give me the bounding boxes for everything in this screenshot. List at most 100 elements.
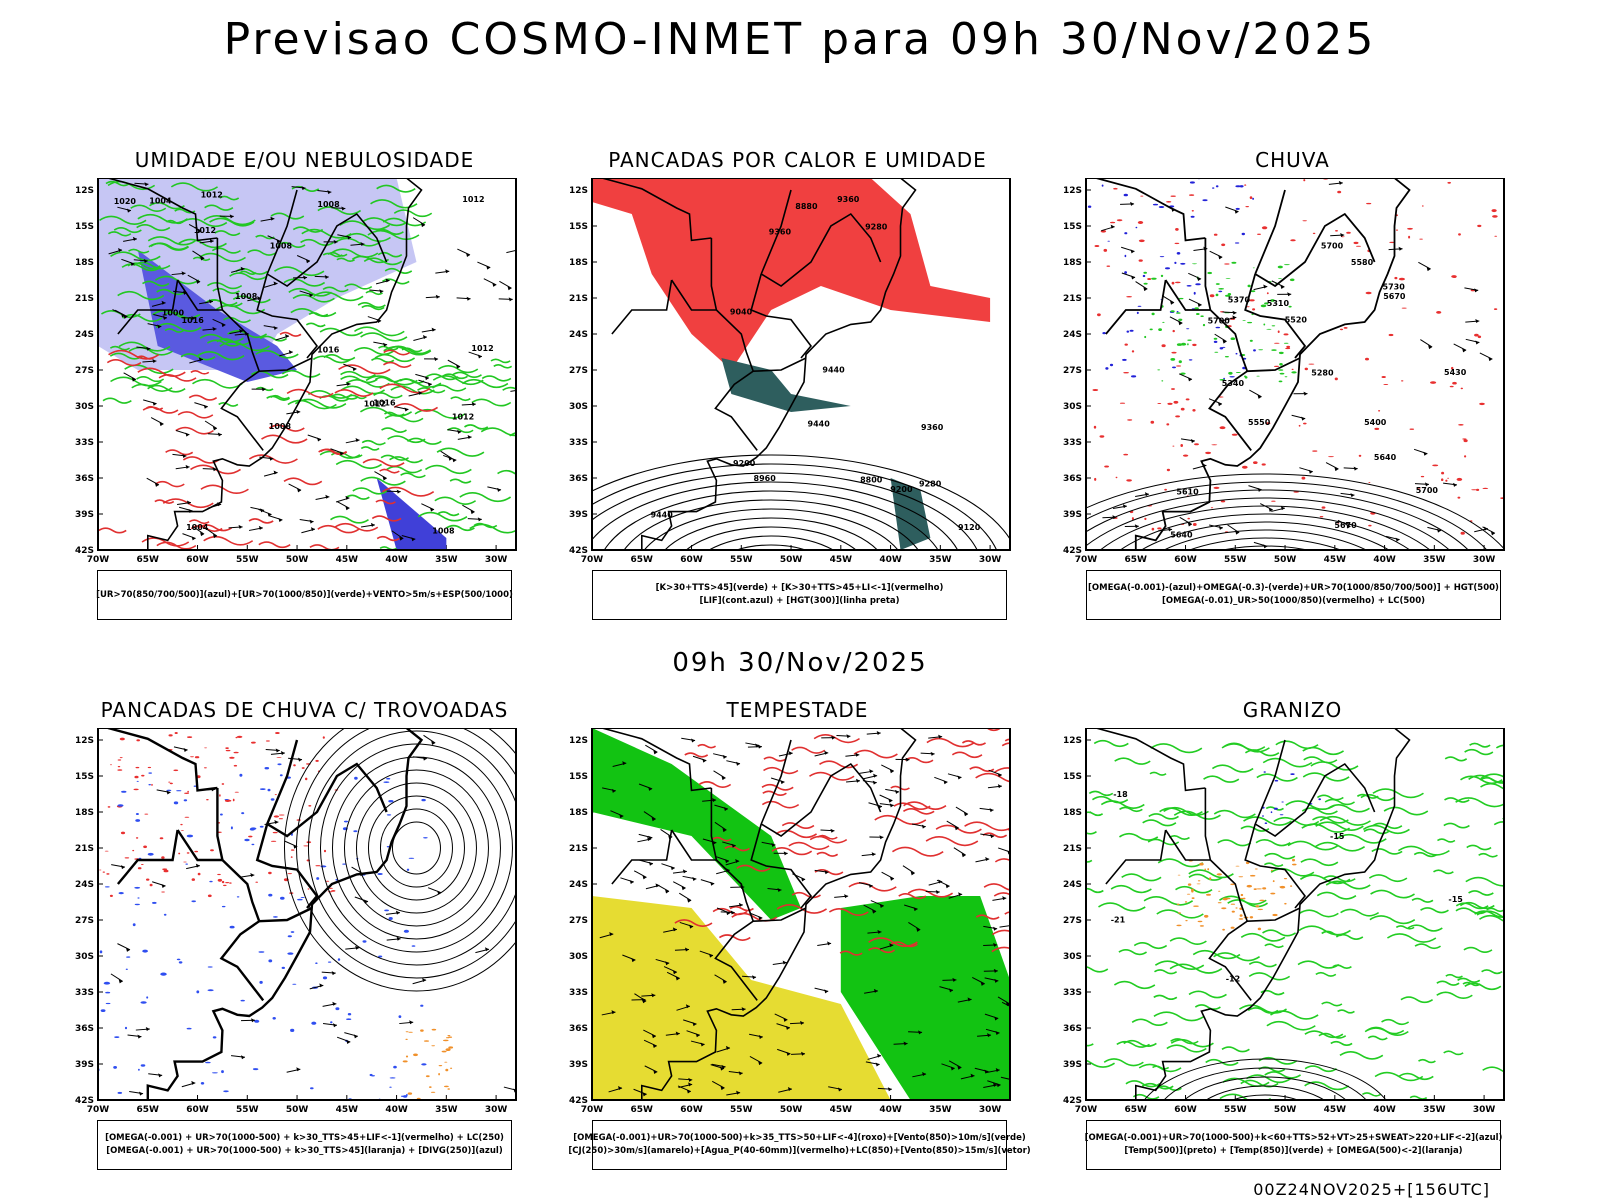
precipitable-water-contour bbox=[736, 864, 771, 872]
omega-orange-cell bbox=[1257, 927, 1262, 931]
divergence-blue-cell bbox=[354, 776, 358, 780]
panel-title: GRANIZO bbox=[1242, 698, 1343, 722]
thunder-red-cell bbox=[223, 884, 227, 887]
rain-red-cell bbox=[1365, 291, 1372, 295]
omega-orange-cell bbox=[1230, 883, 1235, 886]
divergence-blue-cell bbox=[125, 968, 128, 970]
rain-green-cell bbox=[1263, 323, 1266, 326]
low-humidity-contour bbox=[461, 378, 509, 389]
omega-orange-cell bbox=[1178, 912, 1181, 914]
wind-vector-head bbox=[846, 734, 851, 739]
precipitable-water-contour bbox=[893, 802, 931, 811]
wind-streamline-head bbox=[1122, 504, 1127, 509]
wind-vector-head bbox=[722, 979, 727, 984]
temp-850-contour bbox=[1315, 971, 1337, 977]
streamline bbox=[296, 728, 516, 979]
wind-vector-head bbox=[270, 216, 275, 221]
wind-vector-head bbox=[876, 731, 881, 736]
wind-streamline-head bbox=[1437, 528, 1442, 533]
wind-vector bbox=[499, 280, 512, 289]
temp-850-contour bbox=[1469, 742, 1491, 748]
rain-red-cell bbox=[1147, 278, 1152, 280]
wind-streamline-head bbox=[1222, 339, 1227, 344]
divergence-blue-cell bbox=[176, 958, 181, 961]
omega-orange-cell bbox=[1254, 868, 1258, 870]
temp-850-contour bbox=[1374, 1071, 1424, 1082]
lat-tick-label: 27S bbox=[1063, 366, 1082, 376]
rain-green-cell bbox=[1278, 380, 1283, 383]
thickness-contour bbox=[165, 449, 194, 456]
temp-850-contour bbox=[1337, 1009, 1355, 1014]
temp-850-contour bbox=[1304, 1030, 1344, 1039]
thickness-contour bbox=[371, 515, 402, 522]
thunder-red-cell bbox=[191, 878, 195, 881]
rain-blue-cell bbox=[1136, 311, 1139, 315]
streamline-arrow-head bbox=[332, 1023, 337, 1028]
precipitable-water-contour bbox=[791, 746, 826, 754]
wind-vector-head bbox=[685, 1004, 690, 1009]
thunder-orange-cell bbox=[402, 1060, 408, 1063]
legend-trovoadas: [OMEGA(-0.001) + UR>70(1000-500) + k>30_… bbox=[97, 1120, 512, 1170]
rain-red-cell bbox=[1398, 277, 1405, 281]
streamline-arrow-head bbox=[396, 936, 401, 941]
contour-label: 5310 bbox=[1267, 299, 1290, 308]
wind-vector-head bbox=[240, 266, 245, 271]
low-humidity-contour bbox=[288, 287, 332, 297]
rain-blue-cell bbox=[1252, 197, 1254, 200]
lat-tick-label: 39S bbox=[569, 510, 588, 520]
low-humidity-contour bbox=[386, 465, 423, 474]
wind-vector bbox=[633, 870, 647, 878]
precipitable-water-contour bbox=[991, 929, 1010, 936]
wind-vector-head bbox=[126, 208, 131, 213]
wind-vector-head bbox=[695, 1033, 700, 1038]
lat-tick-label: 15S bbox=[1063, 222, 1082, 232]
lon-tick-label: 60W bbox=[186, 1105, 209, 1115]
wind-vector-head bbox=[872, 780, 877, 785]
border-line bbox=[760, 762, 882, 837]
temp-850-contour bbox=[1223, 742, 1266, 751]
lon-tick-label: 50W bbox=[780, 1105, 803, 1115]
rain-red-cell bbox=[1365, 357, 1369, 361]
omega-orange-cell bbox=[1270, 869, 1273, 872]
lat-tick-label: 30S bbox=[75, 402, 94, 412]
temp-850-contour bbox=[1495, 744, 1504, 749]
map-frame bbox=[97, 178, 517, 551]
omega-orange-cell bbox=[1206, 893, 1211, 896]
omega-orange-cell bbox=[1193, 905, 1199, 907]
rain-green-cell bbox=[1231, 261, 1237, 264]
rain-green-cell bbox=[1157, 369, 1161, 371]
wind-vector bbox=[123, 372, 137, 381]
low-humidity-contour bbox=[393, 209, 433, 218]
temp-850-contour bbox=[1239, 1004, 1287, 1014]
rain-blue-cell bbox=[1135, 226, 1138, 229]
thickness-contour bbox=[376, 535, 400, 542]
contour-label: 1008 bbox=[432, 527, 455, 536]
rain-red-cell bbox=[1242, 465, 1248, 469]
thunder-red-cell bbox=[119, 737, 125, 741]
rain-red-cell bbox=[1171, 281, 1175, 285]
low-humidity-contour bbox=[354, 326, 405, 337]
wind-vector-head bbox=[466, 252, 471, 257]
rain-red-cell bbox=[1286, 345, 1291, 349]
wind-vector-head bbox=[997, 773, 1002, 778]
rain-green-cell bbox=[1247, 284, 1251, 288]
map-layer bbox=[592, 728, 1010, 1100]
thunder-red-cell bbox=[203, 767, 207, 769]
wind-vector-head bbox=[672, 970, 677, 975]
contour-label: 1012 bbox=[201, 190, 223, 199]
wind-streamline-head bbox=[1218, 255, 1223, 260]
wind-streamline-head bbox=[1474, 288, 1479, 293]
precipitable-water-contour bbox=[712, 836, 732, 842]
wind-vector bbox=[634, 993, 647, 1002]
rain-red-cell bbox=[1319, 516, 1324, 518]
divergence-blue-cell bbox=[406, 868, 410, 871]
streamline bbox=[308, 730, 516, 966]
wind-vector-head bbox=[993, 1082, 998, 1087]
temp-850-contour bbox=[1480, 773, 1504, 780]
temp-850-contour bbox=[1478, 852, 1498, 858]
lon-tick-label: 30W bbox=[1473, 1105, 1496, 1115]
wind-vector-head bbox=[800, 1020, 805, 1025]
streamline-arrow-head bbox=[364, 899, 369, 904]
low-humidity-contour bbox=[180, 353, 216, 361]
temp-850-contour bbox=[1332, 964, 1352, 970]
